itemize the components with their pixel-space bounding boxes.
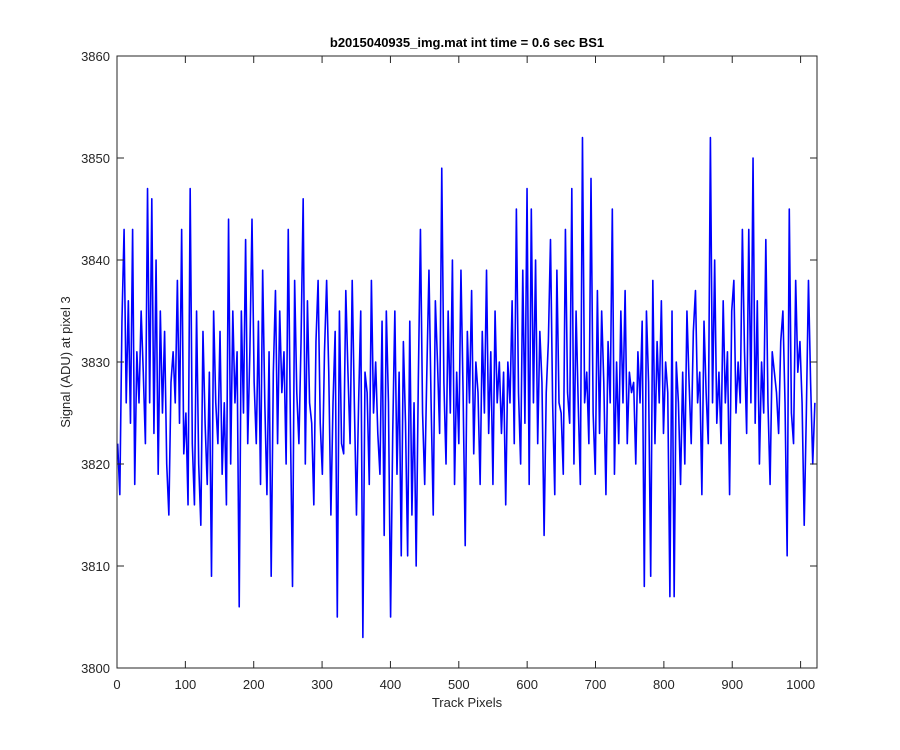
x-tick-label: 900	[721, 677, 743, 692]
x-tick-label: 300	[311, 677, 333, 692]
x-tick-label: 700	[585, 677, 607, 692]
x-axis-label: Track Pixels	[432, 695, 503, 710]
x-tick-label: 200	[243, 677, 265, 692]
chart-title: b2015040935_img.mat int time = 0.6 sec B…	[330, 35, 604, 50]
x-tick-label: 500	[448, 677, 470, 692]
y-tick-label: 3810	[81, 559, 110, 574]
x-tick-label: 100	[175, 677, 197, 692]
y-tick-label: 3860	[81, 49, 110, 64]
series-line-0	[116, 136, 816, 639]
y-tick-label: 3830	[81, 355, 110, 370]
y-axis-label: Signal (ADU) at pixel 3	[58, 296, 73, 428]
y-tick-label: 3850	[81, 151, 110, 166]
y-axis: 3800 3810 3820 3830 3840 3850 3860	[81, 49, 817, 676]
x-tick-label: 1000	[786, 677, 815, 692]
x-axis: 0 100 200 300 400 500 600 700 800 900 1000	[113, 56, 815, 692]
y-tick-label: 3800	[81, 661, 110, 676]
y-tick-label: 3820	[81, 457, 110, 472]
y-tick-label: 3840	[81, 253, 110, 268]
x-tick-label: 800	[653, 677, 675, 692]
x-tick-label: 600	[516, 677, 538, 692]
x-tick-label: 400	[380, 677, 402, 692]
series-layer	[116, 136, 816, 639]
x-tick-label: 0	[113, 677, 120, 692]
